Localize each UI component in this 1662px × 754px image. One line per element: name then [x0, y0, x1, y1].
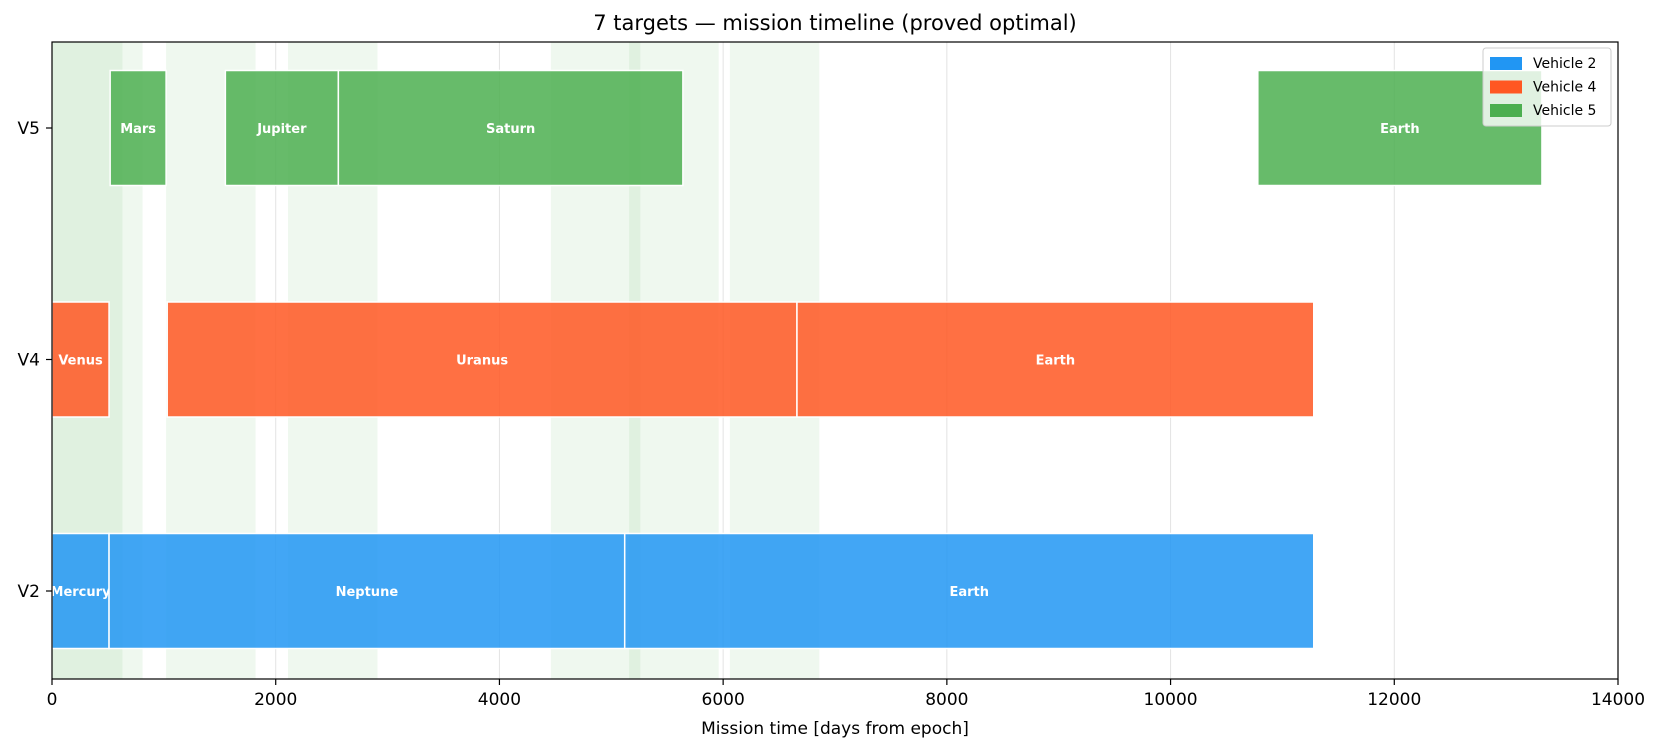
bar-v4-uranus: [166, 301, 798, 418]
legend-label-v2: Vehicle 2: [1533, 56, 1596, 72]
legend-label-v4: Vehicle 4: [1533, 80, 1597, 96]
plot-frame: [51, 41, 1619, 680]
bar-label-v5-jupiter: Jupiter: [256, 122, 307, 137]
bar-v4-earth: [796, 301, 1315, 418]
bar-v5-mars: [109, 69, 167, 187]
y-tick-label-v2: V2: [18, 582, 40, 602]
bar-label-v5-saturn: Saturn: [486, 122, 535, 137]
legend-label-v5: Vehicle 5: [1533, 103, 1596, 119]
bar-label-v4-earth: Earth: [1036, 354, 1076, 369]
bar-label-v5-mars: Mars: [120, 122, 156, 137]
x-tick-label-0: 0: [47, 690, 58, 710]
x-tick-label-4000: 4000: [478, 690, 521, 710]
x-tick-label-8000: 8000: [925, 690, 968, 710]
legend: Vehicle 2 Vehicle 4 Vehicle 5: [1482, 47, 1612, 127]
bar-v5-saturn: [337, 69, 684, 187]
bar-label-v2-mercury: Mercury: [51, 585, 112, 600]
y-tick-label-v5: V5: [18, 119, 40, 139]
x-tick-label-12000: 12000: [1367, 690, 1421, 710]
chart-title: 7 targets — mission timeline (proved opt…: [593, 11, 1077, 35]
bars: Mercury Neptune Earth Venus Uranus Earth Mars J…: [51, 69, 1543, 650]
bar-label-v2-neptune: Neptune: [336, 585, 399, 600]
legend-swatch-v5: [1490, 104, 1522, 117]
x-tick-label-2000: 2000: [254, 690, 297, 710]
x-tick-label-10000: 10000: [1144, 690, 1198, 710]
bar-label-v4-venus: Venus: [58, 354, 103, 369]
x-axis-label: Mission time [days from epoch]: [701, 719, 969, 739]
bar-v4-venus: [51, 301, 110, 418]
bar-label-v5-earth: Earth: [1380, 122, 1420, 137]
bar-label-v4-uranus: Uranus: [456, 354, 508, 369]
x-tick-label-6000: 6000: [702, 690, 745, 710]
bar-label-v2-earth: Earth: [949, 585, 989, 600]
bar-v2-earth: [623, 532, 1315, 650]
legend-swatch-v2: [1490, 57, 1522, 70]
bar-v2-neptune: [108, 532, 626, 650]
legend-swatch-v4: [1490, 80, 1522, 94]
axes: 0 2000 4000 6000 8000 10000 12000 14000 V2 V4 V5: [18, 41, 1645, 710]
y-tick-label-v4: V4: [18, 351, 40, 371]
x-tick-label-14000: 14000: [1591, 690, 1645, 710]
